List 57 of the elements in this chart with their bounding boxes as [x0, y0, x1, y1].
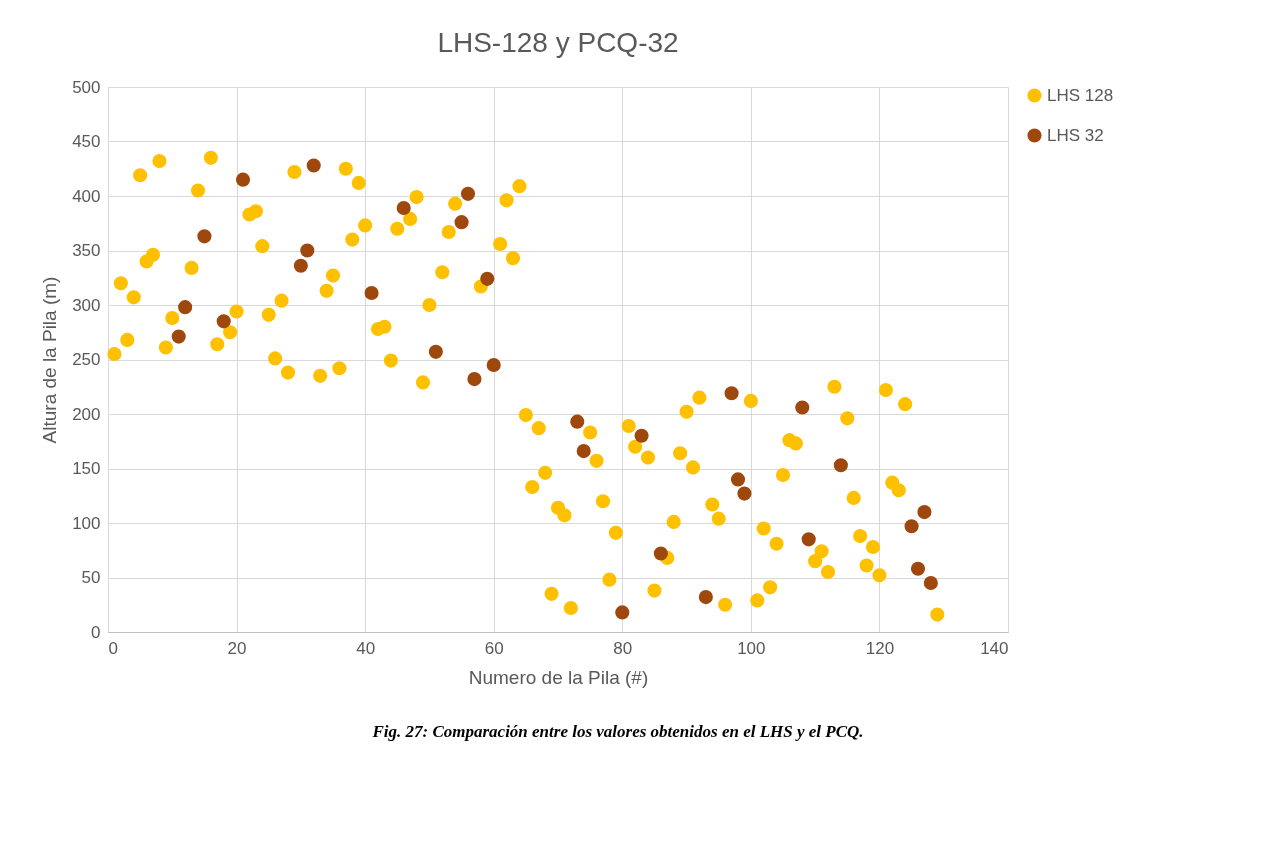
y-tick-label: 100 [72, 513, 101, 533]
point [300, 243, 315, 258]
x-tick-label: 40 [356, 638, 376, 658]
point [724, 386, 739, 401]
legend-label: LHS 32 [1047, 125, 1104, 145]
y-tick-label: 200 [72, 404, 101, 424]
point [801, 532, 816, 547]
point [216, 314, 231, 329]
legend-label: LHS 128 [1047, 85, 1114, 105]
point [235, 172, 251, 187]
point [480, 271, 495, 286]
point [364, 285, 379, 301]
point [467, 372, 482, 387]
point [653, 546, 668, 561]
chart-title: LHS-128 y PCQ-32 [437, 27, 679, 58]
point [730, 472, 746, 487]
point [698, 590, 713, 605]
y-tick-label: 150 [72, 459, 101, 478]
caption: Fig. 27: Comparación entre los valores obtenidos en el LHS y el PCQ. [371, 722, 864, 741]
point [454, 215, 469, 230]
point [178, 300, 193, 315]
point [634, 428, 649, 443]
y-tick-label: 300 [72, 295, 101, 315]
point [833, 458, 848, 473]
x-tick-label: 100 [737, 638, 766, 658]
point [486, 357, 501, 373]
x-tick-label: 120 [865, 638, 895, 658]
point [570, 414, 585, 429]
point [923, 575, 938, 591]
point [306, 158, 321, 173]
point [396, 200, 411, 216]
x-axis-title: Numero de la Pila (#) [468, 666, 649, 688]
y-tick-label: 400 [72, 186, 101, 206]
point [460, 186, 476, 201]
point [904, 519, 919, 534]
point [910, 561, 926, 576]
point [917, 505, 932, 520]
x-tick-label: 140 [980, 638, 1009, 658]
y-tick-label: 500 [72, 77, 101, 97]
point [293, 258, 308, 273]
point [737, 486, 752, 501]
x-tick-label: 20 [227, 638, 247, 658]
y-tick-label: 450 [72, 132, 101, 151]
y-tick-label: 50 [81, 568, 101, 587]
point [171, 329, 186, 344]
y-axis-title: Altura de la Pila (m) [39, 276, 61, 444]
x-tick-label: 60 [484, 638, 504, 658]
y-tick-label: 0 [91, 622, 101, 642]
point [576, 444, 591, 459]
point [795, 400, 810, 415]
point [615, 605, 630, 620]
point [197, 229, 212, 244]
x-tick-label: 0 [108, 638, 118, 658]
point [428, 344, 443, 359]
x-tick-label: 80 [613, 638, 633, 658]
y-tick-label: 350 [72, 241, 101, 260]
y-tick-label: 250 [72, 350, 101, 369]
